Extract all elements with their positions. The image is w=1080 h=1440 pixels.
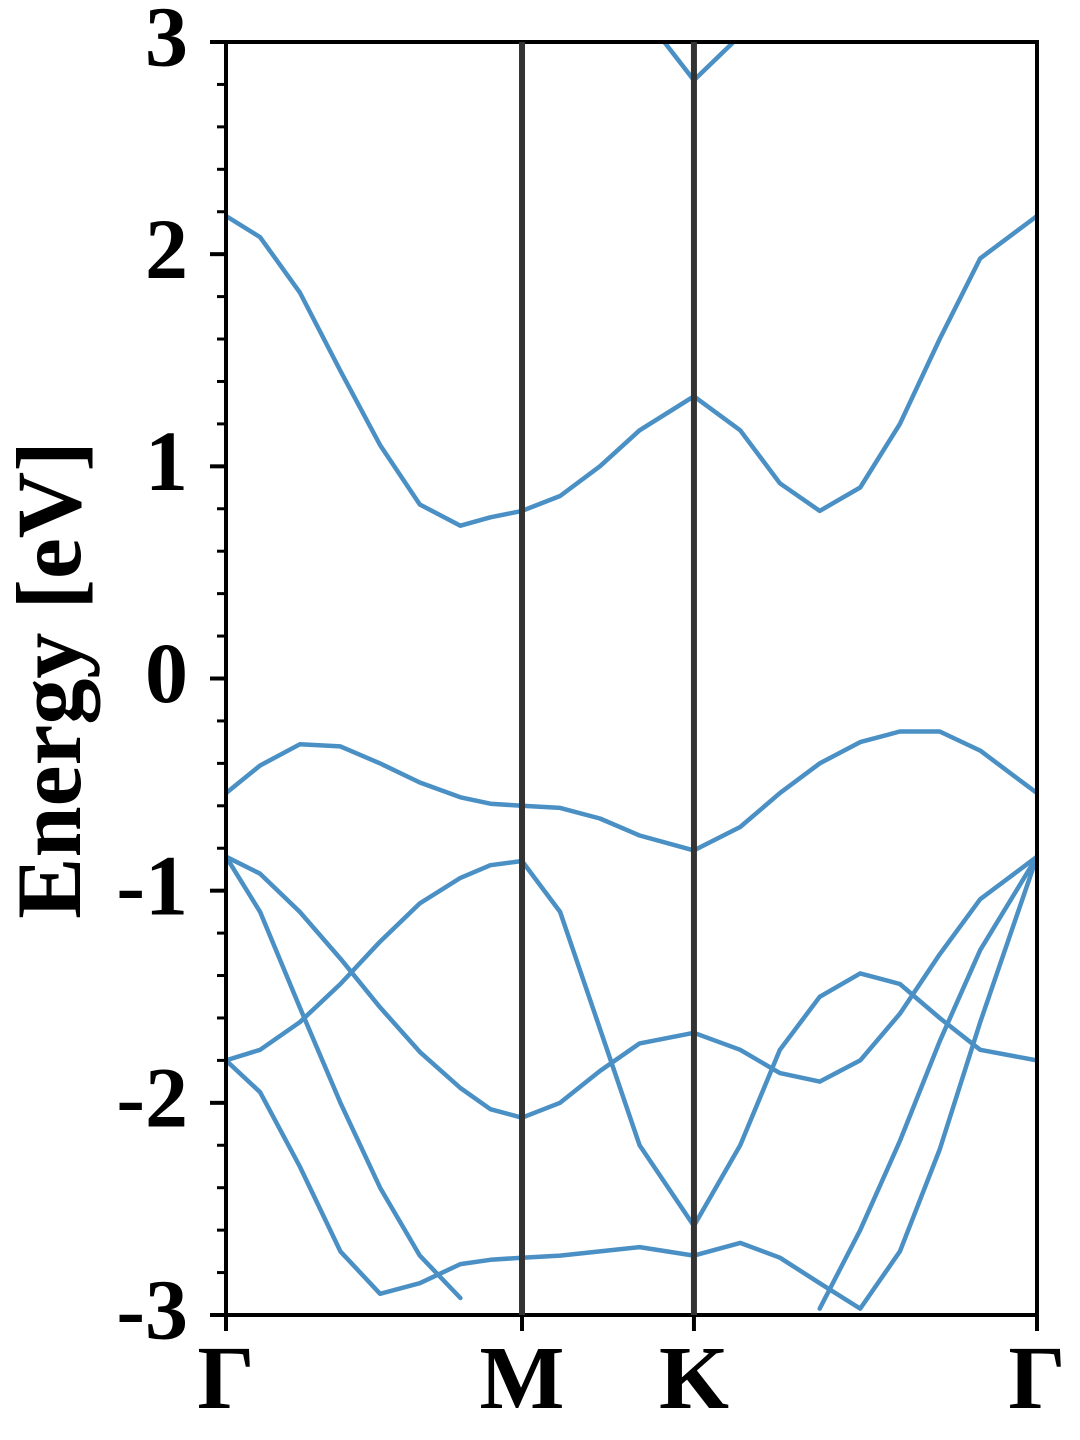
band-line [226, 213, 1037, 528]
y-tick-label: 3 [145, 0, 188, 85]
y-tick-label: -3 [116, 1262, 188, 1358]
band-line [226, 858, 1037, 1229]
x-tick-label: Γ [1008, 1329, 1065, 1428]
x-tick-label: M [480, 1329, 565, 1428]
band-line [226, 729, 1037, 853]
y-tick-label: -2 [116, 1050, 188, 1146]
y-axis-label: Energy [eV] [0, 441, 100, 919]
x-tick-label: Γ [197, 1329, 254, 1428]
band-line [661, 42, 737, 83]
band-line [226, 854, 1037, 1120]
x-tick-label: K [659, 1329, 729, 1428]
y-tick-label: 0 [145, 625, 188, 721]
y-tick-label: 1 [145, 413, 188, 509]
band-line [226, 854, 1037, 1311]
plot-area [226, 42, 1037, 1311]
y-tick-label: -1 [116, 837, 188, 933]
band-line [226, 854, 1037, 1311]
y-tick-label: 2 [145, 201, 188, 297]
